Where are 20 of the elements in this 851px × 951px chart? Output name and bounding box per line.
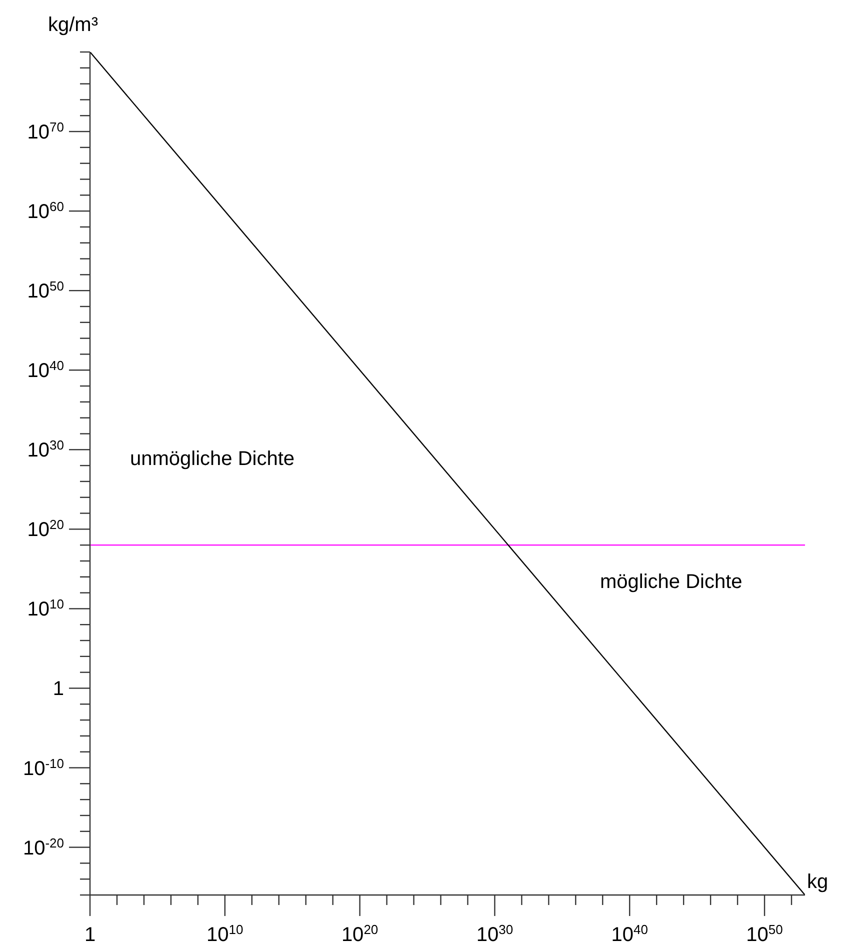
x-tick-label: 10$^{50}$ (746, 922, 783, 946)
y-tick-label: 10$^{50}$ (27, 278, 64, 303)
y-tick-label: 1 (52, 678, 64, 700)
x-tick-label: 10$^{20}$ (341, 922, 378, 946)
x-tick-label: 10$^{30}$ (476, 922, 514, 946)
y-tick-label: 10$^{-20}$ (22, 834, 64, 860)
y-tick-label: 10$^{20}$ (27, 516, 64, 542)
x-tick-label: 1 (84, 924, 96, 946)
annotation: mögliche Dichte (600, 571, 742, 594)
y-tick-label: 10$^{60}$ (27, 198, 64, 224)
x-tick-label: 10$^{40}$ (611, 922, 648, 946)
y-tick-label: 10$^{30}$ (27, 437, 64, 462)
y-tick-label: 10$^{70}$ (27, 119, 64, 144)
y-tick-label: 10$^{-10}$ (22, 755, 64, 780)
annotation: unmögliche Dichte (130, 448, 295, 471)
x-axis-title: kg (807, 871, 828, 894)
y-axis-title: kg/m³ (48, 14, 98, 37)
y-tick-label: 10$^{10}$ (27, 596, 64, 621)
y-tick-label: 10$^{40}$ (27, 358, 64, 382)
x-tick-label: 10$^{10}$ (206, 922, 244, 946)
